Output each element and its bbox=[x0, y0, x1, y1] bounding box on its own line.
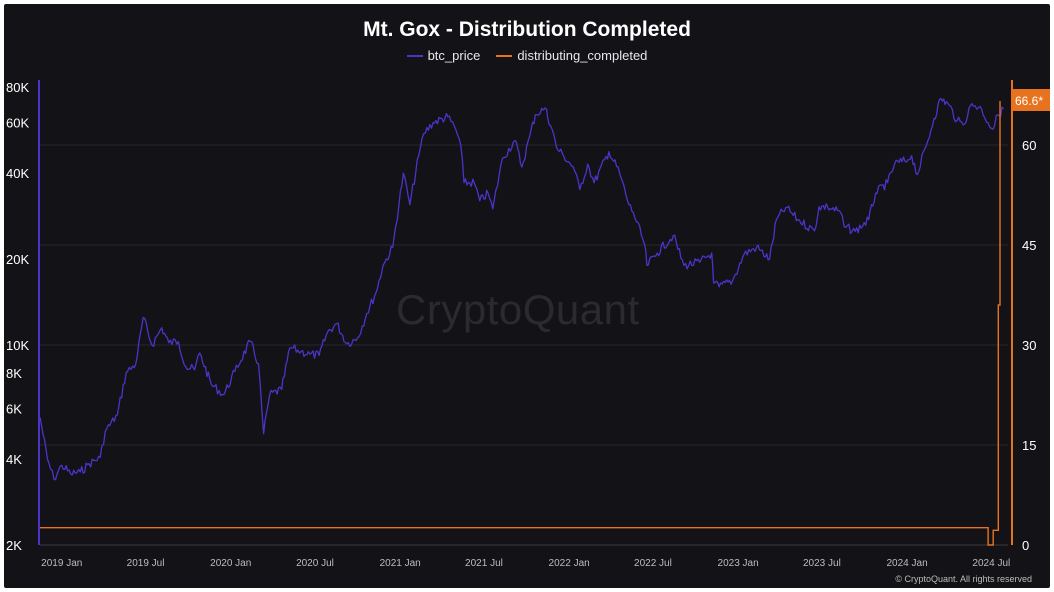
y-left-tick-6: 40K bbox=[6, 166, 29, 181]
x-tick-10: 2024 Jan bbox=[887, 558, 928, 569]
x-tick-7: 2022 Jul bbox=[634, 558, 672, 569]
x-tick-6: 2022 Jan bbox=[549, 558, 590, 569]
y-right-tick-0: 0 bbox=[1022, 538, 1029, 553]
legend-label-btc-price: btc_price bbox=[427, 48, 481, 63]
chart-legend: btc_price distributing_completed bbox=[4, 48, 1050, 63]
chart-title: Mt. Gox - Distribution Completed bbox=[363, 18, 691, 41]
y-left-tick-2: 6K bbox=[6, 402, 22, 417]
legend-swatch-distributing-completed bbox=[496, 54, 513, 57]
series-distributing-completed-line bbox=[40, 101, 1001, 546]
y-left-tick-5: 20K bbox=[6, 252, 29, 267]
last-value-badge-text: 66.6* bbox=[1015, 94, 1043, 108]
x-tick-1: 2019 Jul bbox=[127, 558, 165, 569]
x-tick-8: 2023 Jan bbox=[718, 558, 759, 569]
y-left-tick-0: 2K bbox=[6, 538, 22, 553]
legend-item-distributing-completed[interactable]: distributing_completed bbox=[496, 48, 647, 63]
y-left-tick-4: 10K bbox=[6, 338, 29, 353]
y-left-tick-7: 60K bbox=[6, 116, 29, 131]
watermark: CryptoQuant bbox=[396, 286, 640, 333]
x-tick-9: 2023 Jul bbox=[803, 558, 841, 569]
y-right-tick-2: 30 bbox=[1022, 338, 1036, 353]
series-btc-price-line bbox=[39, 97, 1004, 481]
legend-item-btc-price[interactable]: btc_price bbox=[406, 48, 481, 63]
y-right-tick-4: 60 bbox=[1022, 138, 1036, 153]
x-tick-0: 2019 Jan bbox=[41, 558, 82, 569]
last-value-badge bbox=[1012, 89, 1050, 111]
y-left-tick-8: 80K bbox=[6, 80, 29, 95]
y-left-tick-1: 4K bbox=[6, 452, 22, 467]
x-tick-5: 2021 Jul bbox=[465, 558, 503, 569]
x-tick-3: 2020 Jul bbox=[296, 558, 334, 569]
legend-label-distributing-completed: distributing_completed bbox=[517, 48, 648, 63]
copyright-note: © CryptoQuant. All rights reserved bbox=[895, 574, 1032, 584]
x-tick-2: 2020 Jan bbox=[210, 558, 251, 569]
y-left-tick-3: 8K bbox=[6, 366, 22, 381]
chart-frame: Mt. Gox - Distribution Completed btc_pri… bbox=[4, 4, 1050, 588]
y-right-tick-3: 45 bbox=[1022, 238, 1036, 253]
x-tick-11: 2024 Jul bbox=[972, 558, 1010, 569]
y-right-tick-1: 15 bbox=[1022, 438, 1036, 453]
legend-swatch-btc-price bbox=[406, 54, 423, 57]
x-tick-4: 2021 Jan bbox=[380, 558, 421, 569]
